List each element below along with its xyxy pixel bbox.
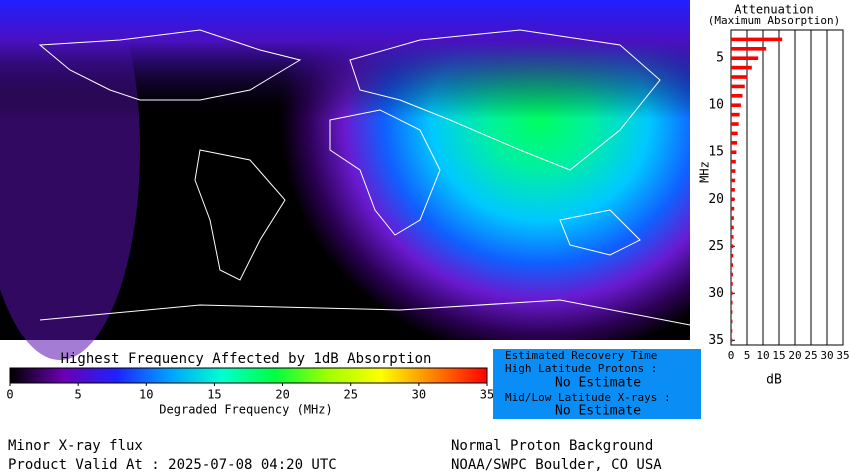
y-tick-label: 10 (708, 98, 724, 113)
x-tick-label: 10 (756, 349, 769, 362)
bar (731, 37, 783, 42)
recovery-panel (493, 349, 701, 419)
bar (731, 291, 733, 296)
bar (731, 159, 736, 164)
x-tick-label: 15 (772, 349, 785, 362)
x-tick-label: 0 (728, 349, 735, 362)
bar (731, 141, 738, 145)
x-tick-label: 10 (139, 388, 153, 402)
bar (731, 319, 733, 324)
colorbar-title: Highest Frequency Affected by 1dB Absorp… (61, 351, 432, 367)
y-tick-label: 5 (716, 51, 724, 66)
x-tick-label: 35 (480, 388, 494, 402)
bar (731, 94, 743, 98)
bar (731, 272, 733, 277)
bar (731, 150, 737, 155)
high-label: High Latitude Protons : (505, 362, 657, 375)
x-tick-label: 5 (744, 349, 751, 362)
footer-text: NOAA/SWPC Boulder, CO USA (451, 457, 662, 473)
bar (731, 197, 735, 202)
bar (731, 253, 734, 258)
x-tick-label: 20 (275, 388, 289, 402)
bar (731, 244, 734, 249)
bar (731, 263, 734, 267)
x-tick-label: 35 (836, 349, 849, 362)
x-tick-label: 30 (820, 349, 833, 362)
bar (731, 75, 748, 79)
low-label: Mid/Low Latitude X-rays : (505, 391, 671, 404)
footer: Minor X-ray flux Product Valid At : 2025… (8, 438, 662, 473)
bar (731, 178, 736, 183)
bar (731, 338, 733, 343)
bar (731, 300, 733, 305)
x-axis-label: Degraded Frequency (MHz) (159, 403, 332, 417)
recovery-text: Estimated Recovery Time High Latitude Pr… (505, 349, 671, 419)
low-value: No Estimate (555, 404, 641, 419)
footer-text: Product Valid At : 2025-07-08 04:20 UTC (8, 457, 337, 473)
x-axis-label: dB (766, 373, 782, 388)
bar (731, 329, 733, 333)
bar (731, 282, 733, 286)
y-axis-label: MHz (698, 161, 712, 183)
y-tick-label: 20 (708, 192, 724, 207)
x-tick-label: 25 (804, 349, 817, 362)
x-tick-label: 5 (75, 388, 82, 402)
colorbar-scale (9, 367, 488, 384)
y-tick-label: 30 (708, 286, 724, 301)
y-tick-label: 15 (708, 145, 724, 160)
bar (731, 56, 759, 61)
x-tick-label: 15 (207, 388, 221, 402)
high-value: No Estimate (555, 376, 641, 391)
bar (731, 310, 733, 314)
map (0, 0, 691, 360)
bar (731, 235, 734, 239)
bar (731, 122, 739, 126)
bar (731, 188, 735, 192)
footer-text: Minor X-ray flux (8, 438, 143, 454)
attenuation-chart: Attenuation(Maximum Absorption)0 5 10 15 20 2… (698, 3, 850, 388)
x-tick-label: 25 (343, 388, 357, 402)
bar (731, 169, 736, 173)
bar (731, 131, 738, 136)
bar (731, 112, 740, 117)
bar (731, 206, 735, 211)
y-tick-label: 25 (708, 239, 724, 254)
recovery-title: Estimated Recovery Time (505, 349, 657, 362)
footer-text: Normal Proton Background (451, 438, 653, 454)
chart-title: Attenuation (734, 3, 813, 17)
x-tick-label: 0 (6, 388, 13, 402)
chart-subtitle: (Maximum Absorption) (708, 14, 840, 27)
bar (731, 84, 745, 89)
x-tick-label: 20 (788, 349, 801, 362)
bar (731, 47, 767, 51)
bar (731, 103, 741, 108)
bar (731, 216, 734, 220)
bar (731, 65, 752, 70)
x-tick-label: 30 (412, 388, 426, 402)
plot-frame (730, 29, 844, 346)
bar (731, 225, 734, 230)
colorbar: Highest Frequency Affected by 1dB Absorp… (6, 351, 494, 417)
y-tick-label: 35 (708, 333, 724, 348)
